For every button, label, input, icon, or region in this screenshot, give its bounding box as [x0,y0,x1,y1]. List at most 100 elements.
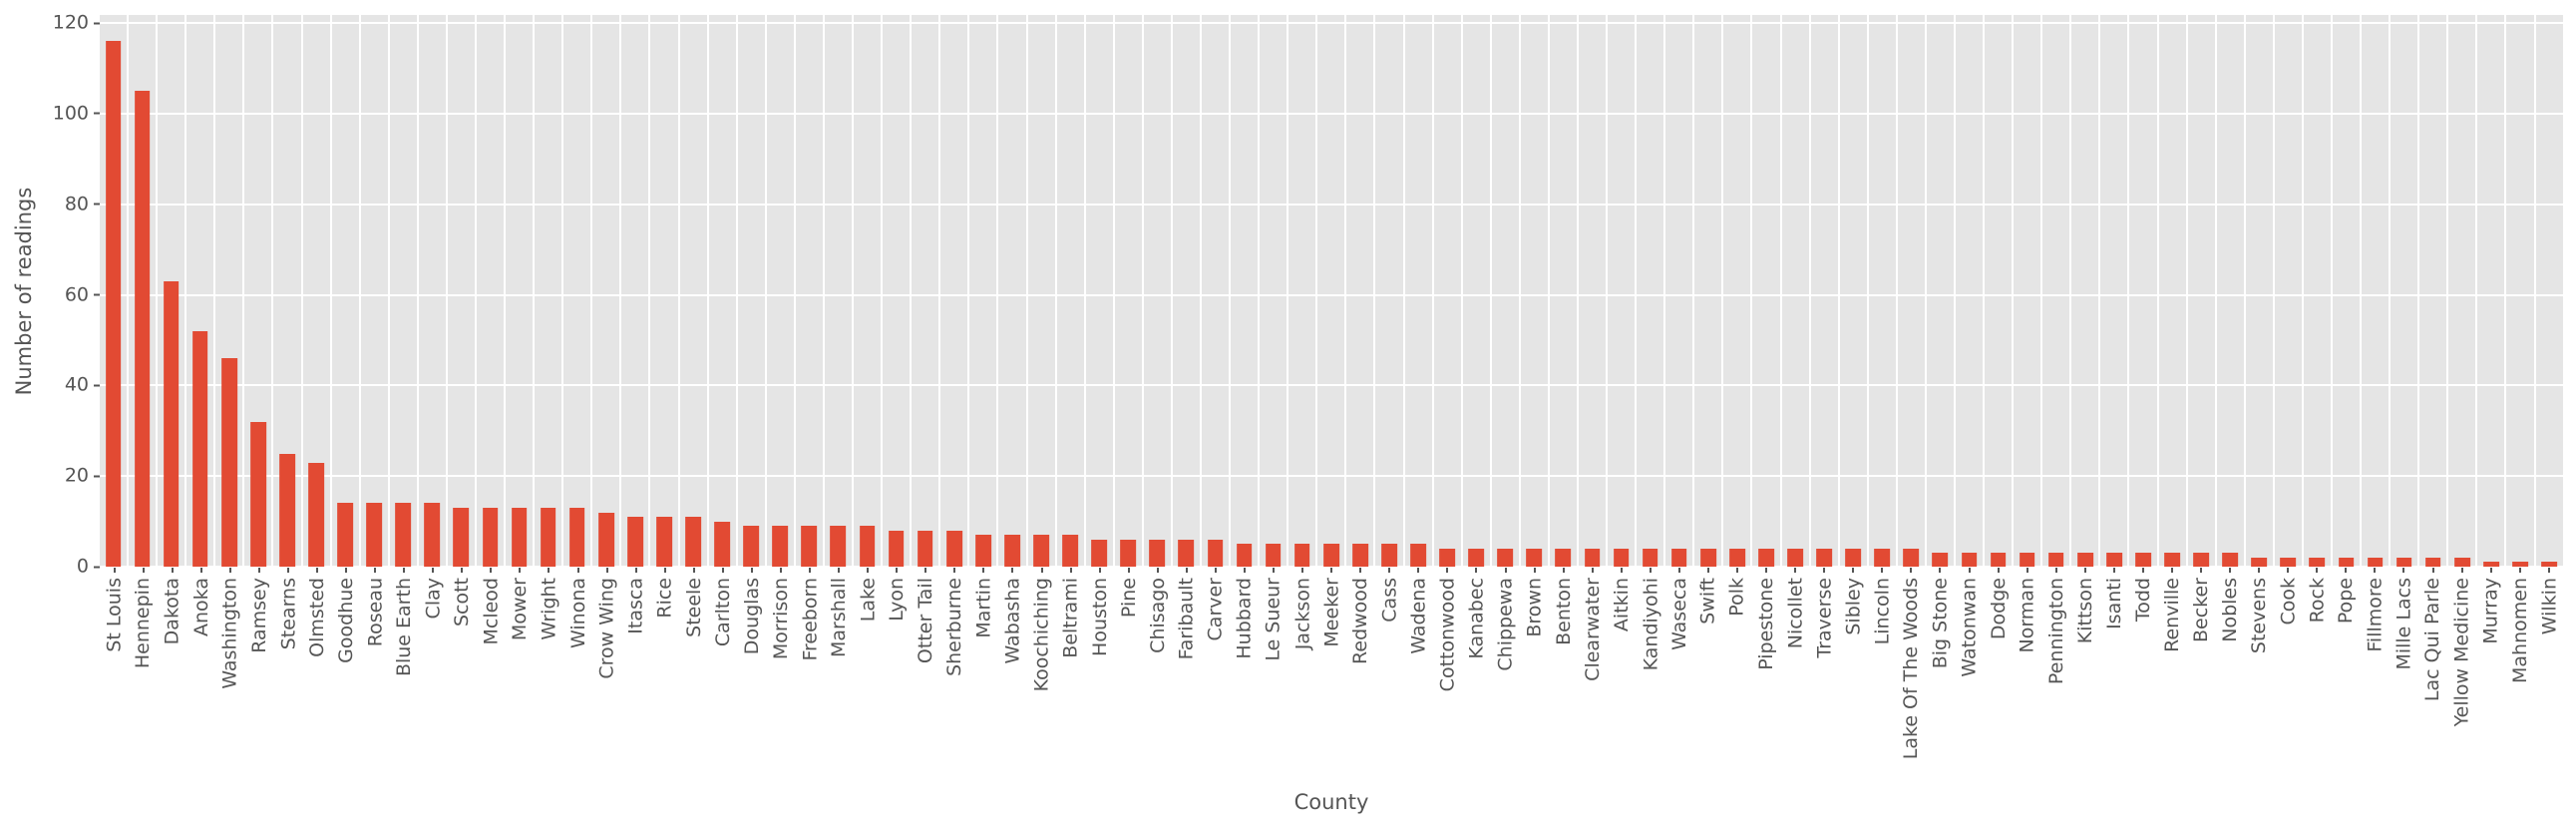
x-tick-label: Redwood [1349,578,1372,664]
x-tick-label: Pope [2335,578,2358,625]
bar-cell [1837,15,1867,567]
x-tick-cell: Crow Wing [592,567,621,778]
x-tick-label: Faribault [1175,578,1198,660]
bar-cell [156,15,184,567]
x-tick-cell: Sibley [1839,567,1868,778]
x-tick-mark [2316,567,2319,573]
bar-cell [1460,15,1490,567]
x-tick-mark [1620,567,1623,573]
x-tick-cell: Sherburne [940,567,969,778]
x-tick-label: Dodge [1987,578,2010,640]
bar [2222,553,2239,567]
bar [975,535,991,567]
x-tick-mark [1040,567,1043,573]
x-tick-mark [2054,567,2057,573]
x-tick-mark [1301,567,1304,573]
x-tick-mark [2141,567,2144,573]
x-tick-mark [1011,567,1014,573]
x-tick-mark [519,567,522,573]
h-gridline [100,203,2563,206]
x-tick-cell: Benton [1549,567,1578,778]
x-tick-cell: Mille Lacs [2390,567,2418,778]
y-tick-mark [94,203,100,206]
x-tick-label: Murray [2479,578,2502,644]
x-tick-mark [750,567,753,573]
x-tick-cell: Murray [2476,567,2505,778]
bar [1961,553,1978,567]
x-tick-label: Mower [509,578,532,641]
x-tick-cell: Anoka [186,567,215,778]
x-tick-mark [1185,567,1188,573]
x-tick-mark [576,567,579,573]
x-tick-label: Brown [1523,578,1546,637]
x-tick-label: Freeborn [799,578,822,661]
x-tick-cell: Mower [506,567,535,778]
x-tick-mark [315,567,318,573]
bar [1207,539,1224,567]
x-tick-cell: Jackson [1288,567,1317,778]
x-tick-mark [867,567,870,573]
x-tick-cell: Yellow Medicine [2447,567,2476,778]
x-tick-mark [2083,567,2086,573]
x-tick-mark [2374,567,2377,573]
x-tick-cell: Wadena [1404,567,1433,778]
bar [1613,548,1630,567]
x-tick-label: Winona [566,578,589,648]
bar-cell [1518,15,1548,567]
x-tick-label: Wilkin [2537,578,2560,635]
x-tick-label: Wabasha [1001,578,1024,664]
bar-cell [2272,15,2302,567]
bar-cell [300,15,330,567]
x-tick-label: Anoka [189,578,212,636]
x-tick-cell: Cass [1375,567,1404,778]
x-tick-cell: Rock [2303,567,2332,778]
bar [1642,548,1658,567]
x-tick-mark [1823,567,1826,573]
x-tick-label: Le Sueur [1263,578,1286,661]
x-tick-label: Martin [972,578,995,638]
y-tick-label: 120 [52,11,89,34]
x-tick-mark [1706,567,1709,573]
x-tick-mark [1446,567,1449,573]
x-tick-cell: Faribault [1172,567,1201,778]
bar [1787,548,1803,567]
bar-cell [416,15,446,567]
y-tick-mark [94,384,100,387]
bar-cell [1779,15,1809,567]
y-tick: 80 [65,195,100,213]
y-tick-mark [94,22,100,25]
x-tick-cell: Becker [2187,567,2216,778]
x-tick-mark [1910,567,1913,573]
x-tick-mark [2547,567,2550,573]
bar-cell [2417,15,2446,567]
x-tick-mark [461,567,464,573]
x-tick-label: Lincoln [1871,578,1894,645]
x-tick-label: Traverse [1813,578,1836,658]
bar [1120,539,1137,567]
bar [714,521,731,567]
bar-cell [475,15,504,567]
x-tick-mark [2518,567,2521,573]
h-gridline [100,112,2563,115]
x-tick-cell: Nicollet [1781,567,1810,778]
bar-cell [533,15,561,567]
bar-cell [1663,15,1692,567]
y-tick-label: 60 [64,283,89,306]
x-tick-mark [1388,567,1391,573]
x-tick-mark [171,567,174,573]
x-tick-mark [896,567,899,573]
bar-cell [1489,15,1519,567]
x-tick-mark [1156,567,1159,573]
x-tick-cell: Koochiching [1027,567,1056,778]
x-tick-mark [2287,567,2290,573]
x-tick-mark [692,567,695,573]
x-tick-cell: Beltrami [1056,567,1085,778]
x-tick-label: Washington [218,578,241,689]
h-gridline [100,293,2563,296]
y-tick: 40 [65,375,100,395]
x-tick-cell: Brown [1520,567,1549,778]
bar-cell [1576,15,1606,567]
x-tick-label: Aitkin [1610,578,1633,632]
bar [424,503,441,567]
bar-cell [2301,15,2331,567]
